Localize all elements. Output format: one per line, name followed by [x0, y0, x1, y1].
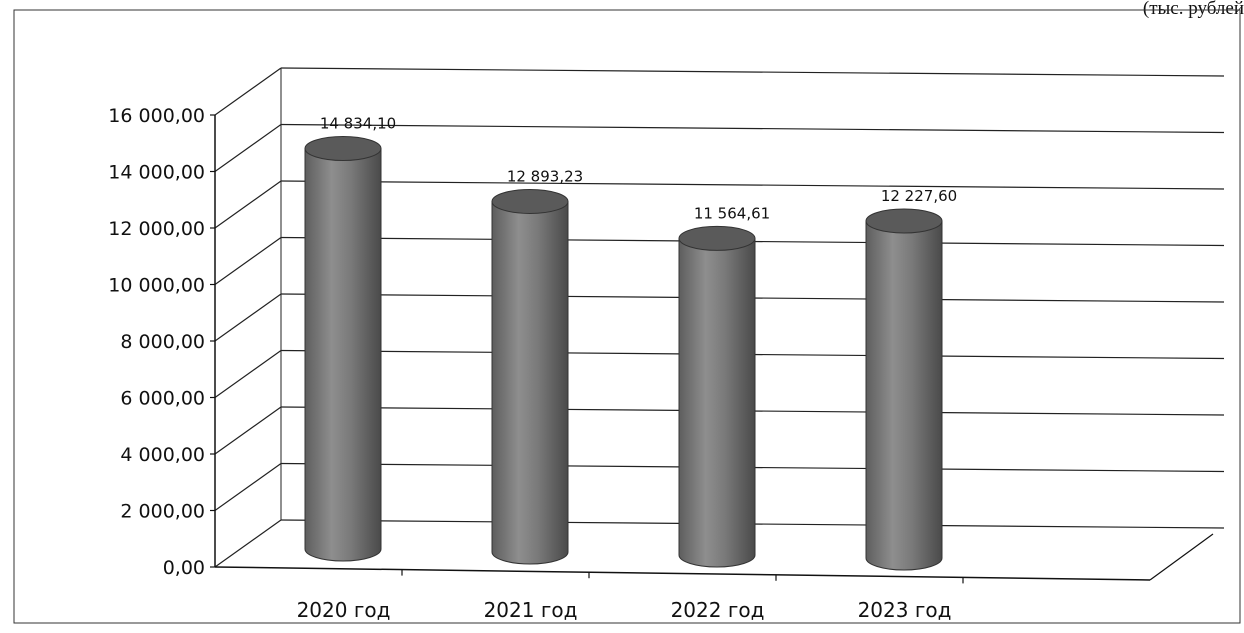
gridline-back	[280, 67, 1225, 77]
bar-top	[865, 208, 943, 234]
gridline-back	[280, 123, 1225, 134]
bar-top	[491, 188, 569, 214]
data-label: 12 893,23	[507, 167, 583, 185]
x-category-label: 2023 год	[858, 598, 952, 622]
axes	[210, 68, 1214, 584]
bars	[304, 135, 943, 571]
bar-top	[678, 225, 756, 251]
gridline-diagonal	[214, 406, 282, 455]
y-tick-label: 8 000,00	[120, 331, 205, 353]
x-category-label: 2020 год	[297, 598, 391, 622]
y-tick-label: 6 000,00	[120, 388, 205, 410]
gridline-diagonal	[214, 67, 282, 116]
bar-top	[304, 135, 382, 161]
gridline-back	[280, 180, 1225, 190]
y-tick-label: 12 000,00	[108, 218, 205, 240]
gridline-diagonal	[214, 293, 282, 342]
x-category-label: 2021 год	[484, 598, 578, 622]
y-axis-ticks: 0,00 2 000,00 4 000,00 6 000,00 8 000,00 10 0…	[108, 105, 205, 579]
bar-2021 год	[491, 188, 569, 565]
bar-2020 год	[304, 135, 382, 562]
floor-edge	[1149, 533, 1214, 581]
gridline-diagonal	[214, 237, 282, 285]
bar-2022 год	[678, 225, 756, 568]
bar-body	[304, 147, 382, 562]
x-axis	[214, 566, 1151, 581]
y-tick-label: 4 000,00	[120, 444, 205, 466]
y-tick-label: 10 000,00	[108, 275, 205, 297]
bar-body	[865, 220, 943, 571]
gridline-diagonal	[214, 124, 282, 172]
data-label: 14 834,10	[320, 114, 396, 132]
gridline-diagonal	[214, 463, 282, 511]
bar-body	[491, 200, 569, 565]
gridline-diagonal	[214, 519, 282, 568]
data-labels: 14 834,10 12 893,23 11 564,61 12 227,60	[320, 114, 957, 222]
gridline-diagonal	[214, 180, 282, 229]
y-tick-label: 16 000,00	[108, 105, 205, 127]
data-label: 12 227,60	[881, 187, 957, 205]
units-label: (тыс. рублей	[1142, 0, 1244, 19]
gridline-diagonal	[214, 350, 282, 398]
x-category-label: 2022 год	[671, 598, 765, 622]
y-tick-label: 0,00	[163, 557, 205, 579]
x-axis-categories: 2020 год 2021 год 2022 год 2023 год	[297, 598, 952, 622]
data-label: 11 564,61	[694, 204, 770, 222]
bar-body	[678, 237, 756, 568]
y-tick-label: 14 000,00	[108, 162, 205, 184]
y-tick-label: 2 000,00	[120, 501, 205, 523]
bar-2023 год	[865, 208, 943, 571]
plot-frame	[13, 9, 1241, 624]
